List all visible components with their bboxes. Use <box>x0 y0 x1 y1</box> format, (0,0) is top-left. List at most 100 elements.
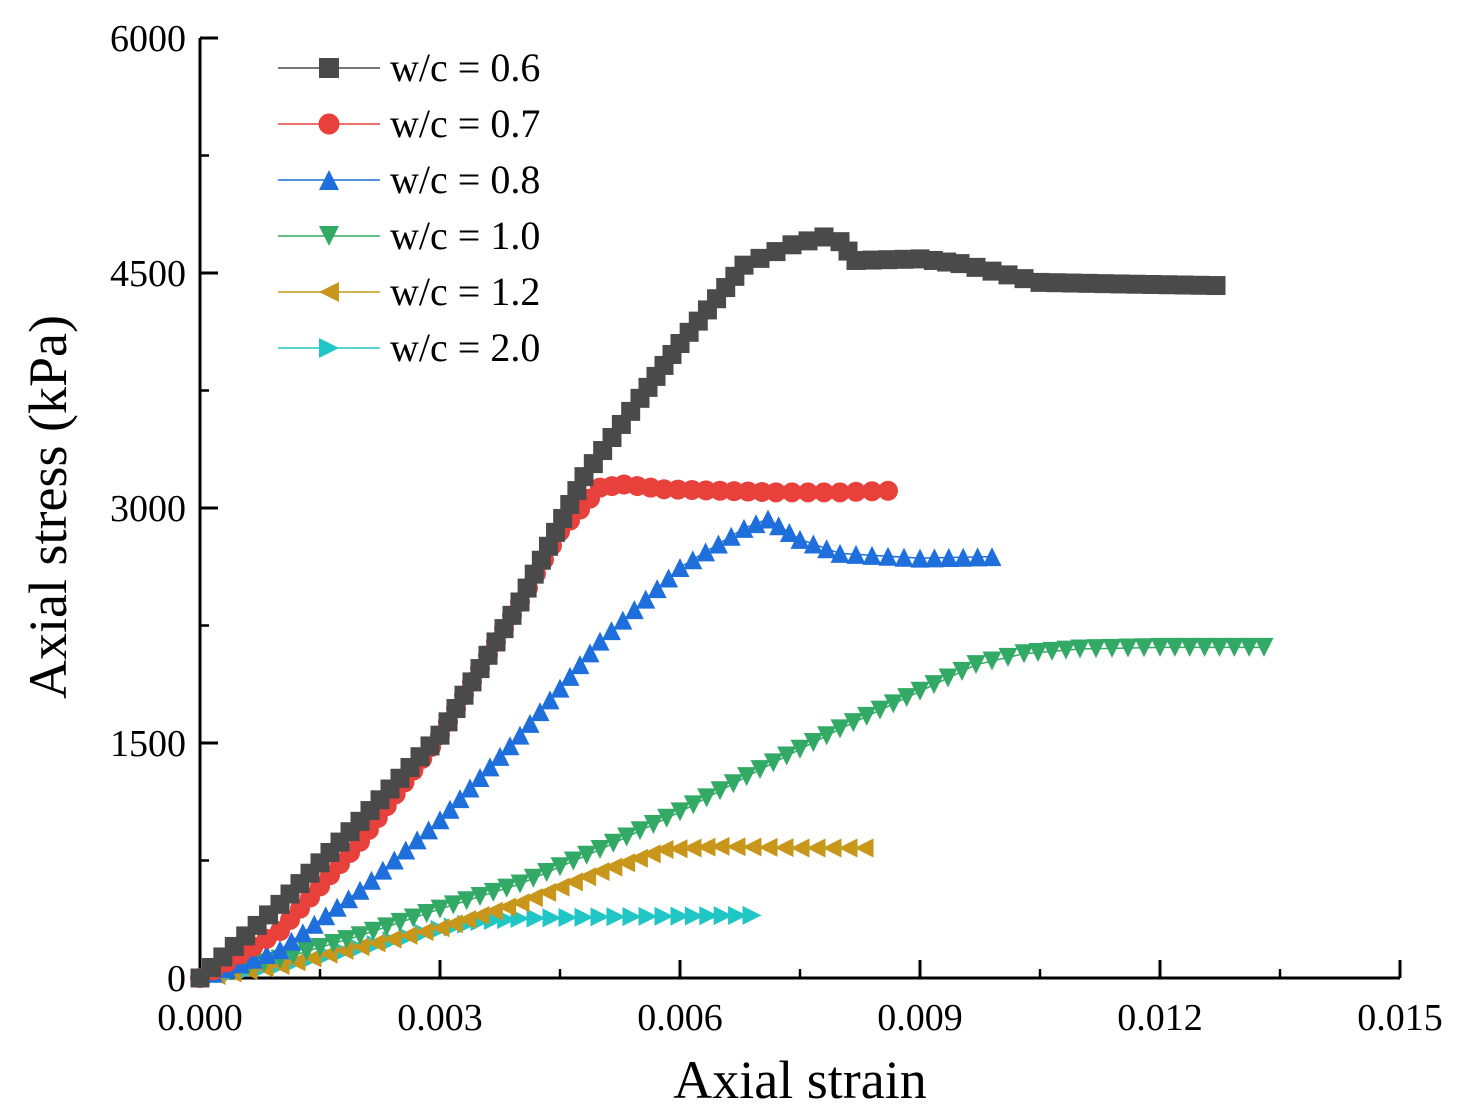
data-point <box>396 840 416 860</box>
data-point <box>470 887 490 907</box>
data-point <box>304 914 324 934</box>
data-point <box>470 905 490 925</box>
data-point <box>540 690 560 710</box>
data-point <box>790 838 810 858</box>
data-point <box>774 838 794 858</box>
legend-item: w/c = 2.0 <box>278 325 540 370</box>
data-point <box>952 661 972 681</box>
data-point <box>699 906 719 926</box>
data-point <box>440 799 460 819</box>
data-point <box>1062 273 1082 293</box>
data-point <box>878 480 898 501</box>
data-point <box>766 242 786 262</box>
data-point <box>982 651 1002 671</box>
data-point <box>530 702 550 722</box>
data-point <box>1190 275 1210 295</box>
data-point <box>862 481 882 502</box>
data-point <box>1086 639 1106 659</box>
data-point <box>668 479 688 500</box>
data-point <box>577 845 597 865</box>
data-point <box>684 906 704 926</box>
data-point <box>910 681 930 701</box>
data-point <box>419 820 439 840</box>
data-point <box>1206 276 1226 296</box>
data-point <box>286 952 306 972</box>
legend-marker <box>319 170 339 190</box>
data-point <box>1224 637 1244 657</box>
data-point <box>1142 274 1162 294</box>
data-point <box>297 941 317 961</box>
data-point <box>483 901 503 921</box>
data-point <box>1014 269 1034 289</box>
legend-marker <box>319 282 339 302</box>
data-point <box>998 265 1018 285</box>
data-point <box>373 860 393 880</box>
data-point <box>542 908 562 928</box>
data-point <box>334 940 354 960</box>
x-tick-label: 0.000 <box>157 997 243 1039</box>
data-point <box>683 795 703 815</box>
data-point <box>830 482 850 503</box>
data-point <box>682 838 702 858</box>
data-point <box>670 558 690 578</box>
data-point <box>670 906 690 926</box>
y-tick-label: 3000 <box>110 488 186 530</box>
data-point <box>894 547 914 567</box>
data-point <box>1014 644 1034 664</box>
data-point <box>443 895 463 915</box>
data-point <box>830 543 850 563</box>
data-point <box>350 937 370 957</box>
data-point <box>713 906 733 926</box>
data-point <box>817 726 837 746</box>
data-point <box>1150 637 1170 657</box>
data-point <box>1046 273 1066 293</box>
data-point <box>310 937 330 957</box>
legend-item: w/c = 0.7 <box>278 101 540 146</box>
data-point <box>361 870 381 890</box>
legend-marker <box>318 113 340 135</box>
data-point <box>363 921 383 941</box>
data-point <box>894 249 914 269</box>
data-point <box>779 523 799 543</box>
data-point <box>683 550 703 570</box>
data-point <box>763 753 783 773</box>
data-point <box>403 908 423 928</box>
data-point <box>846 544 866 564</box>
data-point <box>270 940 290 960</box>
data-point <box>830 719 850 739</box>
series-line <box>199 518 993 979</box>
data-point <box>302 948 322 968</box>
data-point <box>457 910 477 930</box>
data-point <box>843 713 863 733</box>
series-w-c-0-8 <box>190 509 1002 988</box>
data-point <box>723 774 743 794</box>
data-point <box>897 688 917 708</box>
data-point <box>846 250 866 270</box>
data-point <box>790 529 810 549</box>
data-point <box>510 874 530 894</box>
data-point <box>910 548 930 568</box>
legend-item: w/c = 0.8 <box>278 157 540 202</box>
data-point <box>710 781 730 801</box>
data-point <box>490 746 510 766</box>
data-point <box>657 808 677 828</box>
data-point <box>430 899 450 919</box>
data-point <box>696 480 716 501</box>
data-point <box>682 479 702 500</box>
data-point <box>384 850 404 870</box>
x-tick-label: 0.003 <box>397 997 483 1039</box>
data-point <box>758 509 778 529</box>
data-point <box>460 778 480 798</box>
data-point <box>721 526 741 546</box>
data-point <box>708 534 728 554</box>
data-point <box>750 760 770 780</box>
data-point <box>817 539 837 559</box>
legend-label: w/c = 1.0 <box>390 213 540 258</box>
data-point <box>1070 639 1090 659</box>
data-point <box>327 897 347 917</box>
data-point <box>638 906 658 926</box>
data-point <box>510 893 530 913</box>
data-point <box>1042 641 1062 661</box>
data-point <box>323 934 343 954</box>
data-point <box>483 882 503 902</box>
